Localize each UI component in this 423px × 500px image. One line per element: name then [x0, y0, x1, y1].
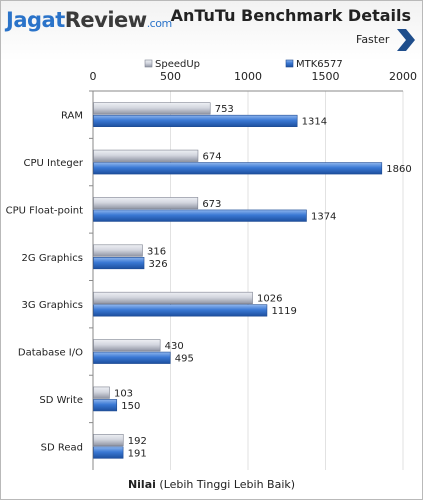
data-label: 495 — [175, 354, 194, 365]
logo-text-review: Review — [64, 8, 147, 32]
data-label: 1860 — [386, 164, 411, 175]
chart-title: AnTuTu Benchmark Details — [170, 6, 411, 25]
legend-swatch — [144, 59, 153, 68]
bar-mtk6577 — [93, 114, 298, 127]
data-label: 150 — [121, 401, 140, 412]
x-axis-label-bold: Nilai — [127, 478, 156, 491]
bar-speedup — [93, 102, 211, 115]
category-label: SD Read — [41, 442, 83, 453]
bar-mtk6577 — [93, 446, 124, 459]
category-label: RAM — [61, 111, 83, 122]
category-label: SD Write — [39, 395, 83, 406]
bar-speedup — [93, 434, 124, 447]
data-label: 192 — [128, 436, 147, 447]
data-label: 430 — [165, 341, 184, 352]
data-label: 673 — [202, 199, 221, 210]
category-label: CPU Integer — [24, 158, 84, 169]
bar-speedup — [93, 339, 161, 352]
category-label: 3G Graphics — [22, 300, 83, 311]
faster-label: Faster — [356, 33, 390, 46]
data-label: 1374 — [311, 211, 336, 222]
legend-label: MTK6577 — [296, 59, 343, 70]
bar-speedup — [93, 149, 199, 162]
bar-speedup — [93, 386, 110, 399]
bar-speedup — [93, 244, 143, 257]
data-label: 103 — [114, 388, 133, 399]
data-label: 1314 — [302, 117, 327, 128]
x-tick-label: 500 — [160, 70, 181, 83]
data-label: 191 — [128, 448, 147, 459]
jagatreview-logo: JagatReview.com — [6, 8, 172, 36]
data-label: 753 — [215, 104, 234, 115]
data-label: 316 — [147, 246, 166, 257]
bar-mtk6577 — [93, 162, 383, 175]
data-label: 1026 — [257, 294, 282, 305]
category-label: 2G Graphics — [22, 253, 83, 264]
bar-speedup — [93, 291, 253, 304]
legend-swatch — [285, 59, 294, 68]
data-label: 674 — [202, 152, 221, 163]
bar-mtk6577 — [93, 399, 118, 412]
category-label: CPU Float-point — [6, 205, 83, 216]
logo-text-jagat: Jagat — [6, 8, 65, 32]
legend-label: SpeedUp — [155, 59, 200, 70]
arrow-right-icon — [397, 29, 415, 51]
x-tick-label: 0 — [90, 70, 97, 83]
bar-mtk6577 — [93, 351, 171, 364]
logo-text-com: .com — [146, 17, 173, 30]
x-axis-label-rest: (Lebih Tinggi Lebih Baik) — [155, 478, 296, 491]
bar-mtk6577 — [93, 257, 145, 270]
x-tick-label: 1000 — [234, 70, 262, 83]
x-tick-label: 2000 — [389, 70, 417, 83]
x-axis-label: Nilai (Lebih Tinggi Lebih Baik) — [0, 478, 423, 491]
bar-mtk6577 — [93, 209, 307, 222]
data-label: 1119 — [271, 306, 296, 317]
bar-speedup — [93, 197, 199, 210]
data-label: 326 — [149, 259, 168, 270]
x-tick-label: 1500 — [312, 70, 340, 83]
bar-mtk6577 — [93, 304, 268, 317]
category-label: Database I/O — [18, 348, 83, 359]
